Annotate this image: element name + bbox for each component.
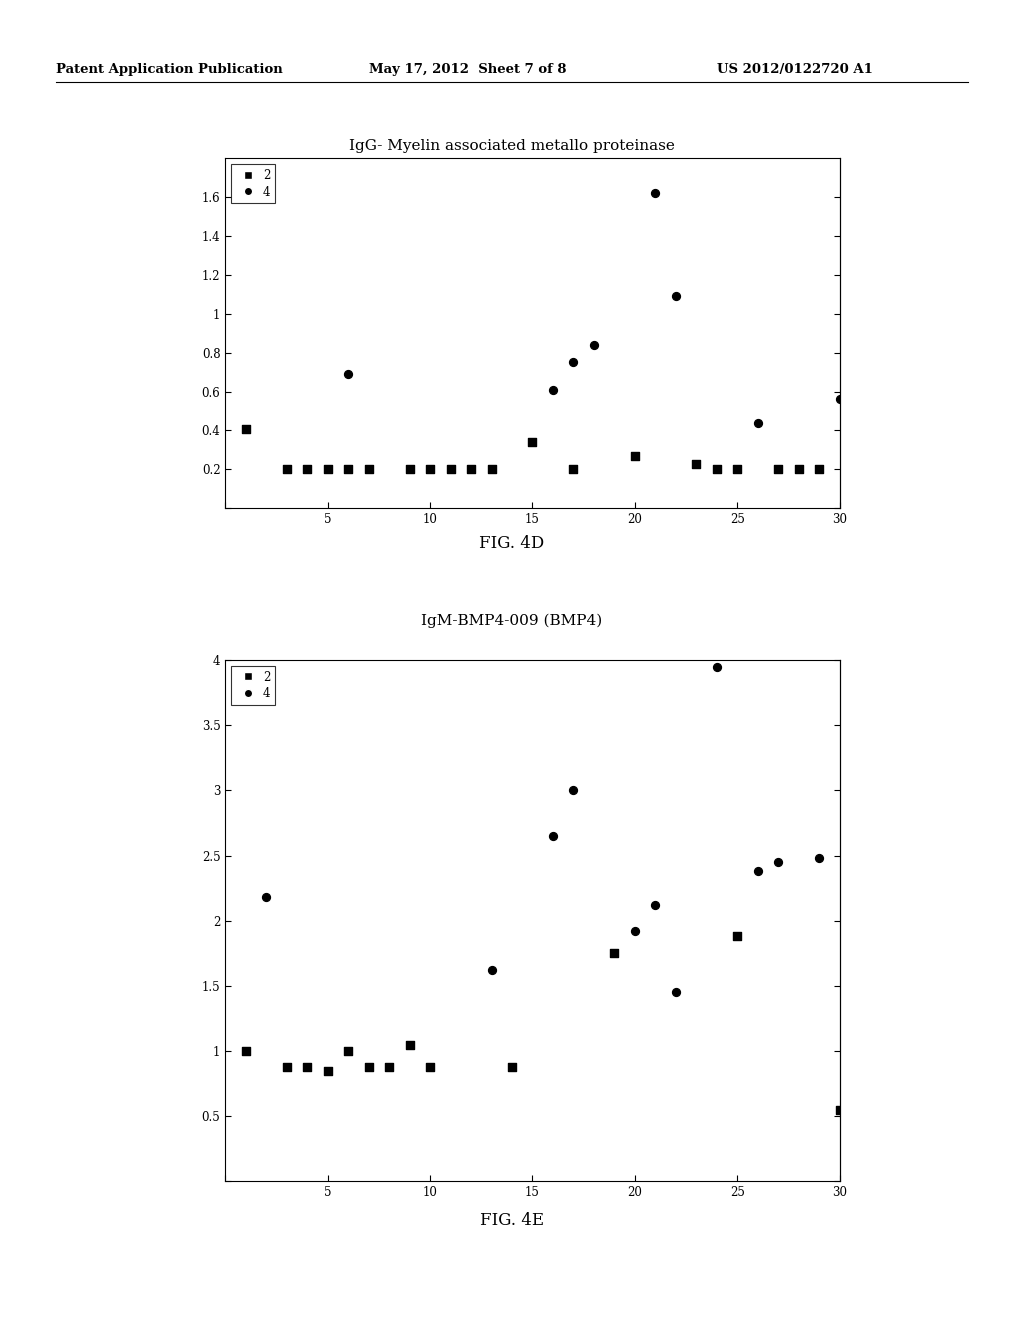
Point: [319, 1060, 336, 1081]
Point: [422, 1056, 438, 1077]
Point: [299, 1056, 315, 1077]
Point: [565, 352, 582, 374]
Point: [238, 1040, 254, 1061]
Point: [729, 925, 745, 946]
Point: [647, 183, 664, 205]
Point: [729, 459, 745, 480]
Point: [791, 459, 807, 480]
Text: FIG. 4E: FIG. 4E: [480, 1212, 544, 1229]
Text: IgM-BMP4-009 (BMP4): IgM-BMP4-009 (BMP4): [421, 614, 603, 628]
Point: [442, 459, 459, 480]
Point: [238, 418, 254, 440]
Point: [279, 459, 295, 480]
Point: [483, 960, 500, 981]
Point: [668, 982, 684, 1003]
Point: [750, 861, 766, 882]
Point: [647, 895, 664, 916]
Point: [340, 1040, 356, 1061]
Point: [627, 445, 643, 466]
Point: [811, 459, 827, 480]
Legend: 2, 4: 2, 4: [231, 164, 275, 203]
Point: [504, 1056, 520, 1077]
Point: [606, 942, 623, 964]
Text: US 2012/0122720 A1: US 2012/0122720 A1: [717, 63, 872, 77]
Point: [831, 389, 848, 411]
Point: [831, 1100, 848, 1121]
Point: [770, 851, 786, 873]
Point: [524, 432, 541, 453]
Point: [340, 459, 356, 480]
Point: [586, 334, 602, 355]
Point: [811, 847, 827, 869]
Point: [709, 459, 725, 480]
Point: [627, 920, 643, 941]
Point: [360, 1056, 377, 1077]
Point: [688, 453, 705, 474]
Point: [279, 1056, 295, 1077]
Point: [668, 286, 684, 308]
Point: [483, 459, 500, 480]
Point: [381, 1056, 397, 1077]
Text: Patent Application Publication: Patent Application Publication: [56, 63, 283, 77]
Text: May 17, 2012  Sheet 7 of 8: May 17, 2012 Sheet 7 of 8: [369, 63, 566, 77]
Point: [258, 887, 274, 908]
Text: FIG. 4D: FIG. 4D: [479, 535, 545, 552]
Point: [319, 459, 336, 480]
Point: [709, 656, 725, 677]
Point: [545, 379, 561, 400]
Point: [565, 780, 582, 801]
Point: [360, 459, 377, 480]
Point: [770, 459, 786, 480]
Point: [750, 412, 766, 433]
Point: [401, 1034, 418, 1055]
Point: [401, 459, 418, 480]
Point: [463, 459, 479, 480]
Legend: 2, 4: 2, 4: [231, 665, 275, 705]
Point: [565, 459, 582, 480]
Point: [340, 363, 356, 384]
Point: [422, 459, 438, 480]
Point: [299, 459, 315, 480]
Text: IgG- Myelin associated metallo proteinase: IgG- Myelin associated metallo proteinas…: [349, 139, 675, 153]
Point: [545, 825, 561, 846]
